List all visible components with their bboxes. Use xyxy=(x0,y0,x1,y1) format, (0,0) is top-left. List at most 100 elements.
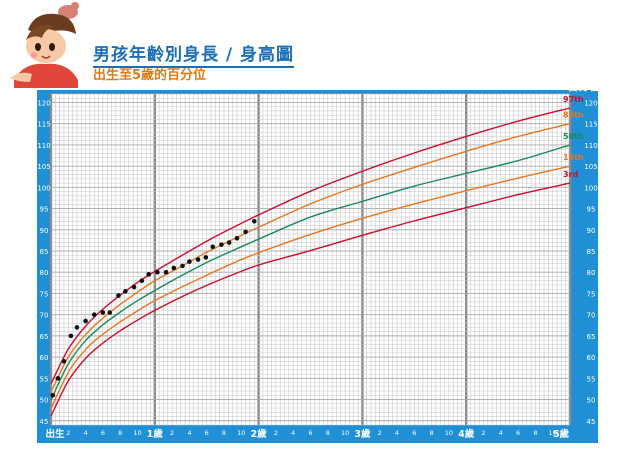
x-tick-label-year: 4歲 xyxy=(458,428,475,440)
measurement-point xyxy=(139,278,145,284)
curve-3rd xyxy=(50,182,571,417)
boy-arm xyxy=(10,72,32,82)
percentile-label-50th: 50th xyxy=(563,132,584,141)
y-tick-label-right: 75 xyxy=(587,290,596,298)
x-tick-label-month: 10 xyxy=(549,429,557,437)
x-axis: 2 4 6 8 10 2 4 6 8 10 2 4 6 8 10 2 4 6 8 10 2 4 6 8 10 出生 1歲 2歲 3歲 4歲… xyxy=(45,428,569,440)
page-title: 男孩年齡別身長 / 身高圖 xyxy=(93,40,295,68)
boy-mascot xyxy=(4,0,96,92)
measurement-point xyxy=(195,257,201,262)
x-tick-label-month: 8 xyxy=(118,429,122,437)
measurement-point xyxy=(61,359,67,364)
y-tick-label-right: 85 xyxy=(587,248,596,256)
x-tick-label-month: 6 xyxy=(308,429,312,437)
y-tick-label-right: 50 xyxy=(587,397,596,405)
measurement-point xyxy=(243,229,248,235)
percentile-curves xyxy=(50,107,571,417)
y-tick-label: 100 xyxy=(37,184,50,192)
x-tick-label-month: 6 xyxy=(412,429,416,437)
x-tick-label-month: 10 xyxy=(341,429,349,437)
y-axis-right: 45 50 55 60 65 70 75 80 85 90 95 100 105 110 115 120 xyxy=(584,99,597,425)
y-tick-label-right: 55 xyxy=(587,375,596,383)
measurement-point xyxy=(123,289,128,294)
x-tick-label-month: 6 xyxy=(205,429,209,437)
measurement-point xyxy=(146,272,152,277)
measurement-point xyxy=(68,333,74,339)
boy-eye-right xyxy=(49,43,55,51)
x-tick-label-month: 2 xyxy=(481,429,485,437)
boy-cheek xyxy=(31,52,37,58)
y-tick-label: 55 xyxy=(40,375,49,383)
y-tick-label-right: 95 xyxy=(587,206,596,214)
measurement-point xyxy=(131,284,137,290)
x-axis-title: 年齡 (足月/年) xyxy=(284,444,357,458)
bird-head xyxy=(71,2,79,10)
x-tick-label-month: 10 xyxy=(237,429,245,437)
y-tick-label: 90 xyxy=(40,227,49,235)
x-tick-label-month: 2 xyxy=(274,429,278,437)
x-tick-label-year: 3歲 xyxy=(354,428,371,440)
x-tick-label-year: 2歲 xyxy=(251,428,268,440)
x-tick-label-month: 2 xyxy=(66,429,70,437)
y-tick-label: 85 xyxy=(40,248,49,256)
x-tick-label-month: 4 xyxy=(499,429,503,437)
percentile-label-85th: 85th xyxy=(563,111,584,120)
x-tick-label-month: 8 xyxy=(430,429,434,437)
percentile-labels: 97th 85th 50th 15th 3rd xyxy=(563,95,584,179)
measurement-point xyxy=(234,235,240,241)
x-tick-label-month: 8 xyxy=(326,429,330,437)
y-tick-label-right: 100 xyxy=(584,184,597,192)
percentile-label-97th: 97th xyxy=(563,95,584,104)
x-tick-label-month: 8 xyxy=(533,429,537,437)
x-tick-label-month: 6 xyxy=(101,429,105,437)
x-tick-label-month: 2 xyxy=(378,429,382,437)
y-tick-label: 50 xyxy=(40,397,49,405)
y-tick-label: 75 xyxy=(40,290,49,298)
measurement-point xyxy=(226,240,232,245)
x-tick-label-month: 4 xyxy=(187,429,191,437)
measurement-point xyxy=(55,376,61,381)
x-tick-label-month: 4 xyxy=(395,429,399,437)
y-tick-label: 45 xyxy=(40,418,49,426)
x-tick-label-year: 5歲 xyxy=(553,428,570,440)
y-tick-label: 105 xyxy=(37,163,50,171)
boy-eye-left xyxy=(35,43,41,51)
boy-bangs xyxy=(26,25,54,40)
curve-50th xyxy=(50,144,571,401)
y-tick-label-right: 120 xyxy=(584,99,597,107)
measurement-point xyxy=(219,242,224,247)
boy-mouth xyxy=(41,55,51,59)
x-tick-label-month: 4 xyxy=(84,429,88,437)
x-tick-label-month: 10 xyxy=(133,429,141,437)
x-tick-label-month: 10 xyxy=(445,429,453,437)
y-tick-label-right: 65 xyxy=(587,333,596,341)
y-axis-title: 身長 / 身高 (公分) xyxy=(17,212,31,304)
page-subtitle: 出生至5歲的百分位 xyxy=(93,68,207,83)
y-tick-label-right: 80 xyxy=(587,269,596,277)
x-tick-label-year: 出生 xyxy=(45,428,65,440)
y-tick-label: 65 xyxy=(40,333,49,341)
x-tick-label-month: 6 xyxy=(516,429,520,437)
measurement-point xyxy=(107,310,113,315)
curve-97th xyxy=(50,107,571,385)
y-tick-label-right: 115 xyxy=(584,121,597,129)
y-tick-label-right: 110 xyxy=(584,142,597,150)
measurement-point xyxy=(116,293,121,298)
measurement-point xyxy=(100,310,106,315)
y-tick-label: 110 xyxy=(37,142,50,150)
x-tick-label-month: 4 xyxy=(291,429,295,437)
percentile-label-3rd: 3rd xyxy=(563,170,579,179)
x-tick-label-year: 1歲 xyxy=(147,428,164,440)
measurement-point xyxy=(210,244,216,250)
x-tick-label-month: 8 xyxy=(222,429,226,437)
measurement-point xyxy=(74,325,80,330)
measurement-point xyxy=(163,269,169,275)
right-axis-title: 百分位 xyxy=(568,79,601,93)
y-tick-label: 70 xyxy=(40,312,49,320)
y-tick-label: 95 xyxy=(40,206,49,214)
measurement-point xyxy=(251,219,257,224)
percentile-label-15th: 15th xyxy=(563,153,584,162)
y-tick-label-right: 45 xyxy=(587,418,596,426)
measurement-point xyxy=(171,265,177,271)
